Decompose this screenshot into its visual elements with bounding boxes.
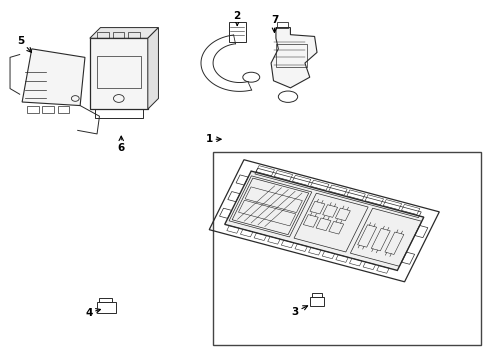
Text: 4: 4 [85, 308, 100, 318]
Text: 5: 5 [18, 36, 31, 52]
Bar [213, 152, 480, 345]
Text: 1: 1 [205, 134, 221, 144]
Polygon shape [270, 28, 316, 88]
Polygon shape [224, 171, 423, 270]
Text: 7: 7 [270, 15, 278, 32]
Text: 3: 3 [291, 306, 307, 317]
Polygon shape [90, 38, 147, 109]
Text: 6: 6 [117, 136, 124, 153]
Polygon shape [22, 49, 85, 105]
Text: 2: 2 [233, 11, 241, 26]
Polygon shape [90, 28, 158, 38]
Polygon shape [147, 28, 158, 109]
